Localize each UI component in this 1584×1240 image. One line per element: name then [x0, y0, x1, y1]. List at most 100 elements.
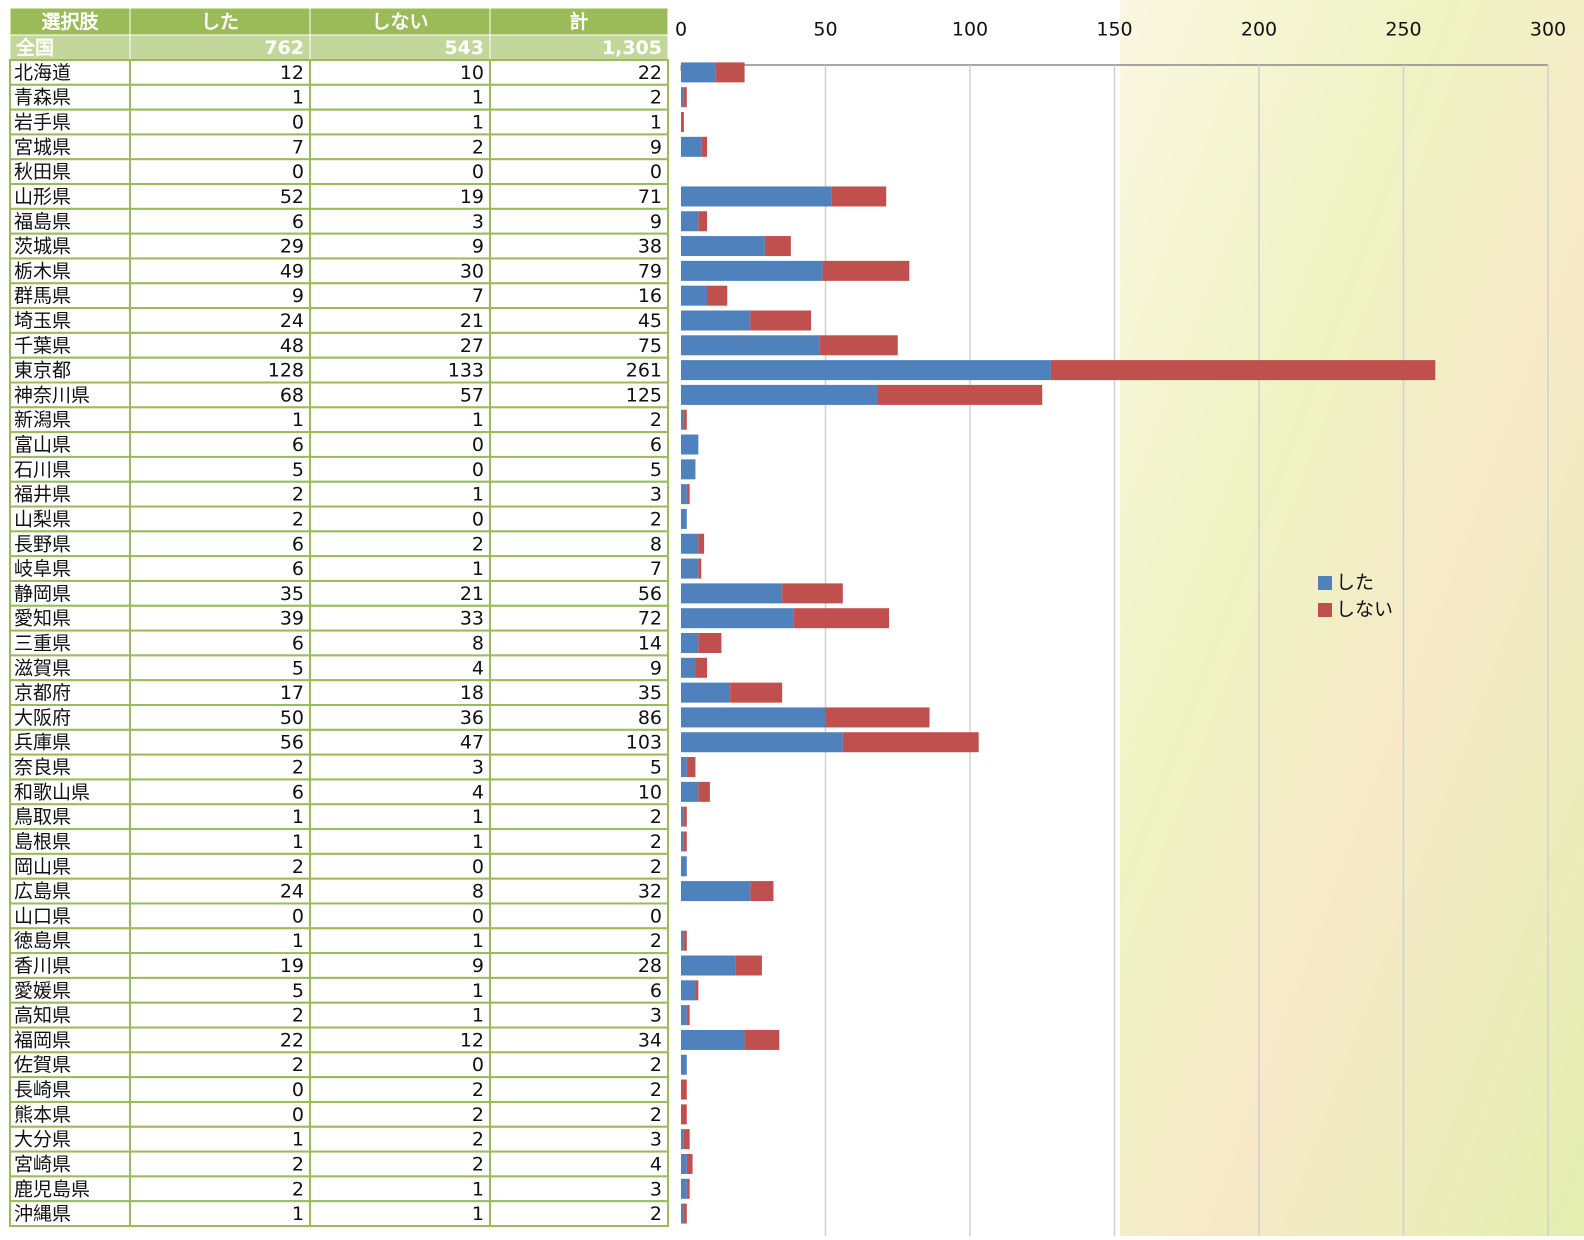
row-label: 三重県 — [14, 633, 71, 655]
bar — [698, 633, 722, 653]
table-cell — [129, 282, 311, 310]
table-cell — [309, 952, 491, 979]
cell-value: 2 — [650, 87, 662, 109]
table-cell — [489, 207, 669, 235]
table-cell — [129, 232, 311, 260]
table-cell — [309, 654, 491, 682]
table-cell — [309, 158, 491, 186]
row-label: 新潟県 — [14, 409, 71, 431]
cell-value: 8 — [650, 533, 662, 555]
cell-value: 1 — [292, 409, 304, 431]
row-label: 熊本県 — [14, 1104, 71, 1126]
table-cell — [9, 1150, 131, 1178]
cell-value: 27 — [460, 335, 484, 357]
bar — [686, 484, 690, 505]
bar — [681, 335, 820, 356]
cell-value: 12 — [460, 1029, 484, 1051]
table-cell — [489, 877, 669, 905]
table-cell — [129, 505, 311, 533]
header-text: した — [201, 11, 239, 33]
cell-value: 3 — [650, 1005, 662, 1027]
cell-value: 2 — [650, 1054, 662, 1076]
table-cell — [489, 455, 669, 483]
cell-value: 9 — [650, 211, 662, 233]
bar — [681, 583, 783, 604]
bar — [681, 1005, 687, 1026]
header-cell — [489, 34, 669, 61]
table-cell — [489, 1076, 669, 1103]
table-cell — [129, 778, 311, 806]
bar — [842, 732, 979, 753]
row-label: 大分県 — [14, 1129, 71, 1151]
table-cell — [129, 828, 311, 855]
header-cell — [309, 7, 491, 36]
bar — [681, 434, 699, 455]
table-cell — [9, 183, 131, 210]
table-cell — [489, 356, 669, 384]
table-cell — [489, 976, 669, 1004]
table-cell — [129, 133, 311, 161]
cell-value: 6 — [292, 633, 304, 655]
cell-value: 50 — [280, 707, 304, 729]
cell-value: 68 — [280, 384, 304, 406]
row-label: 鹿児島県 — [14, 1178, 90, 1200]
row-label: 岐阜県 — [14, 558, 71, 580]
cell-value: 48 — [280, 335, 304, 357]
cell-value: 0 — [472, 434, 484, 456]
table-cell — [129, 927, 311, 955]
cell-value: 2 — [472, 1153, 484, 1175]
row-label: 大阪府 — [14, 707, 71, 729]
bar — [683, 831, 687, 852]
table-cell — [9, 158, 131, 186]
cell-value: 6 — [292, 434, 304, 456]
table-cell — [309, 1125, 491, 1153]
row-label: 宮城県 — [14, 136, 71, 158]
table-cell — [129, 852, 311, 880]
cell-value: 6 — [292, 211, 304, 233]
table-cell — [309, 83, 491, 111]
table-cell — [489, 1200, 669, 1228]
table-cell — [489, 629, 669, 657]
cell-value: 0 — [650, 905, 662, 927]
bar — [681, 1104, 687, 1125]
table-cell — [9, 803, 131, 831]
cell-value: 5 — [650, 757, 662, 779]
table-cell — [309, 1100, 491, 1128]
cell-value: 21 — [460, 583, 484, 605]
bar — [686, 1005, 690, 1026]
cell-value: 2 — [292, 508, 304, 530]
cell-value: 0 — [292, 1079, 304, 1101]
bar — [681, 533, 699, 554]
cell-value: 1 — [472, 980, 484, 1002]
x-tick-label: 0 — [675, 19, 687, 41]
table-cell — [129, 530, 311, 558]
cell-value: 1 — [472, 930, 484, 952]
row-label: 埼玉県 — [14, 310, 71, 332]
bar — [681, 707, 826, 728]
table-cell — [309, 282, 491, 310]
cell-value: 2 — [292, 1054, 304, 1076]
cell-value: 3 — [472, 757, 484, 779]
table-cell — [489, 1001, 669, 1029]
cell-value: 38 — [638, 236, 662, 258]
cell-value: 2 — [650, 508, 662, 530]
cell-value: 4 — [472, 657, 484, 679]
cell-value: 1 — [472, 831, 484, 853]
bar — [681, 608, 794, 629]
bar — [750, 881, 774, 902]
table-cell — [489, 158, 669, 186]
bar — [681, 1203, 684, 1224]
cell-value: 72 — [638, 608, 662, 630]
cell-value: 5 — [292, 459, 304, 481]
bar — [683, 930, 687, 951]
table-cell — [309, 803, 491, 831]
bar — [744, 1029, 780, 1050]
background — [1120, 0, 1584, 1236]
bar — [681, 285, 708, 306]
table-cell — [129, 902, 311, 930]
bar — [681, 657, 696, 678]
cell-value: 7 — [472, 285, 484, 307]
row-label: 沖縄県 — [14, 1203, 71, 1225]
table-cell — [9, 431, 131, 458]
table-cell — [9, 604, 131, 632]
